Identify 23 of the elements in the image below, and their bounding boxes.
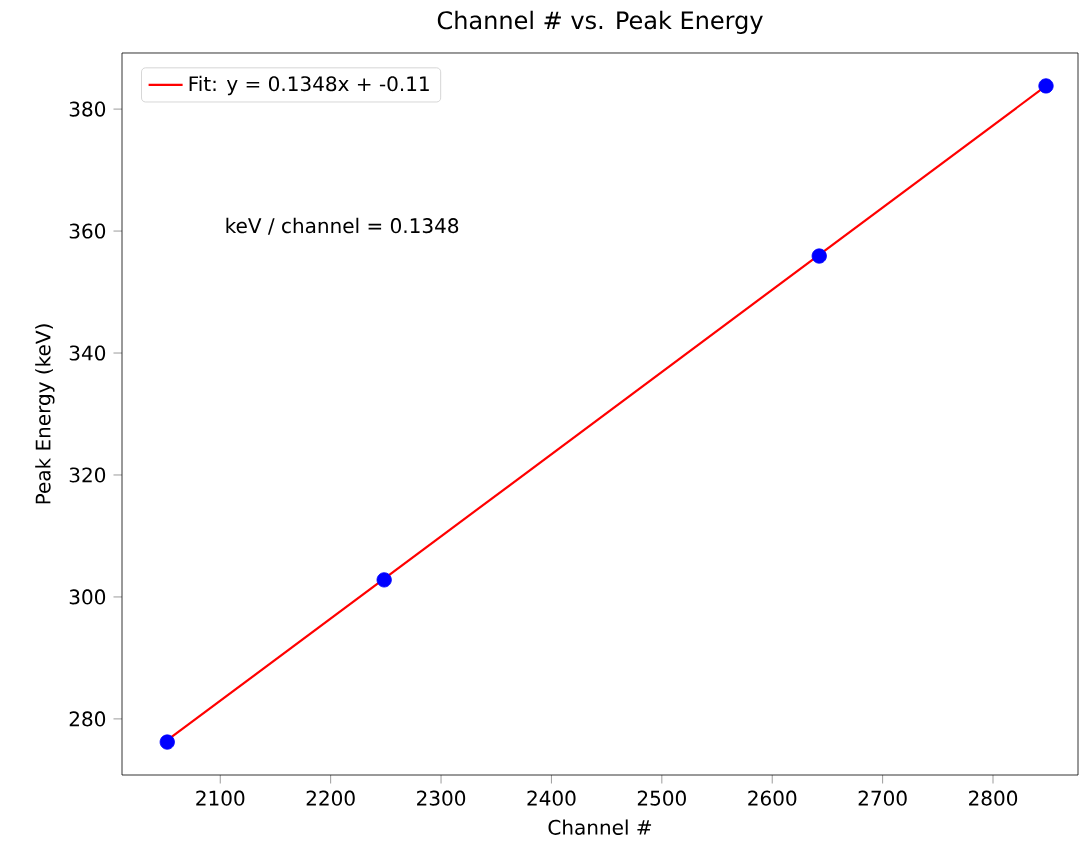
point bbox=[811, 248, 827, 264]
x-tick-label: 2200 bbox=[306, 790, 355, 806]
x-axis-title: Channel # bbox=[548, 819, 652, 835]
y-tick-label: 320 bbox=[69, 467, 106, 483]
y-tick-label: 280 bbox=[69, 711, 106, 727]
y-axis-title: Peak Energy (keV) bbox=[35, 324, 55, 504]
y-tick-label: 300 bbox=[69, 589, 106, 605]
x-tick-label: 2400 bbox=[527, 790, 576, 806]
x-tick-label: 2600 bbox=[748, 790, 797, 806]
y-tick-label: 380 bbox=[69, 101, 106, 117]
x-tick-label: 2100 bbox=[196, 790, 245, 806]
point bbox=[376, 572, 392, 588]
x-tick-label: 2300 bbox=[417, 790, 466, 806]
y-tick-label: 360 bbox=[69, 223, 106, 239]
point bbox=[159, 734, 175, 750]
x-tick-label: 2800 bbox=[969, 790, 1018, 806]
y-tick-label: 340 bbox=[69, 345, 106, 361]
x-tick-label: 2700 bbox=[858, 790, 907, 806]
legend-label: Fit: y = 0.1348x + -0.11 bbox=[189, 75, 429, 96]
chart-title: Channel # vs. Peak Energy bbox=[437, 10, 763, 34]
annotation: keV / channel = 0.1348 bbox=[226, 217, 459, 235]
point bbox=[1038, 78, 1054, 94]
x-tick-label: 2500 bbox=[637, 790, 686, 806]
